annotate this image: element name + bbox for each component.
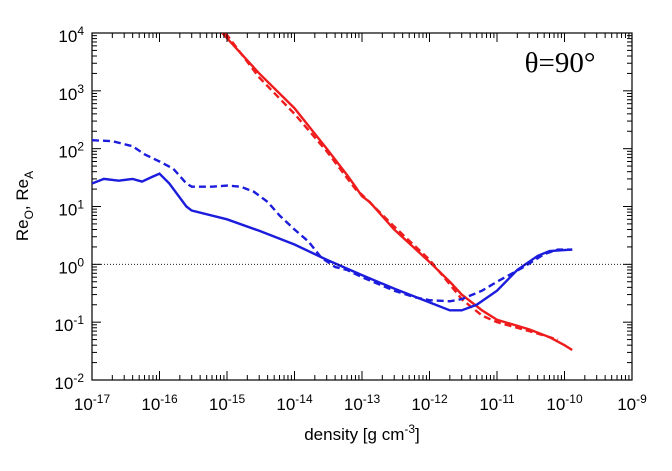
- x-tick-label: 10-9: [617, 392, 647, 414]
- x-tick-label: 10-10: [546, 392, 583, 414]
- y-tick-label: 10-2: [54, 371, 84, 393]
- x-tick-label: 10-16: [141, 392, 178, 414]
- plot-frame: [91, 32, 633, 381]
- x-tick-label: 10-11: [479, 392, 515, 414]
- data-line: [92, 139, 573, 303]
- y-tick-label: 102: [58, 140, 84, 162]
- y-axis-label: ReO, ReA: [13, 171, 36, 241]
- x-tick-label: 10-14: [276, 392, 313, 414]
- annotation: θ=90°: [525, 47, 596, 79]
- data-line: [92, 172, 573, 312]
- y-tick-label: 100: [58, 255, 84, 277]
- y-tick-label: 103: [58, 82, 84, 104]
- y-tick-label: 101: [58, 198, 84, 220]
- x-axis-label: density [g cm-3]: [304, 422, 420, 444]
- x-tick-label: 10-17: [74, 392, 111, 414]
- data-line: [221, 33, 573, 352]
- x-tick-label: 10-12: [411, 392, 448, 414]
- plot-area: [92, 33, 573, 352]
- y-tick-label: 104: [58, 24, 84, 46]
- x-tick-label: 10-13: [344, 392, 381, 414]
- data-line: [224, 33, 559, 341]
- x-tick-label: 10-15: [209, 392, 246, 414]
- y-tick-label: 10-1: [54, 313, 84, 335]
